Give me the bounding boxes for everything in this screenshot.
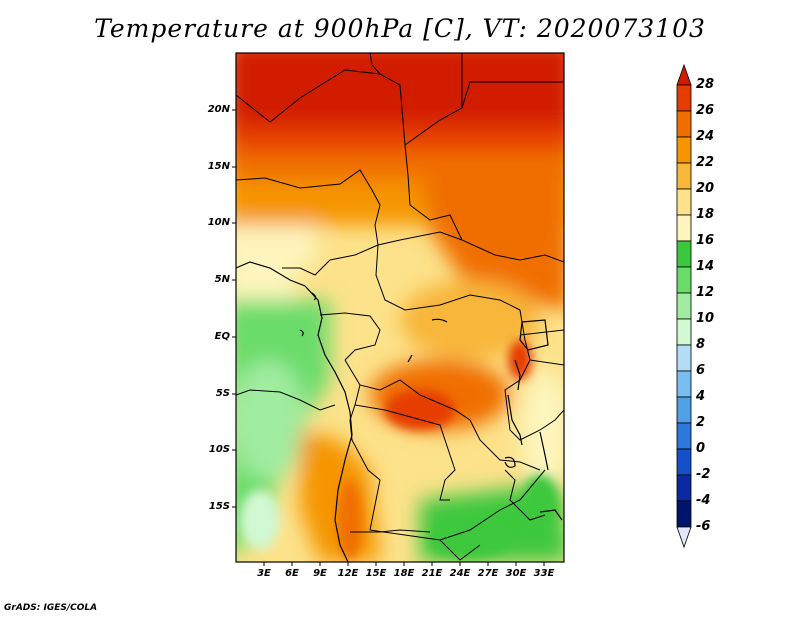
lat-label: EQ	[214, 331, 230, 342]
colorbar-swatch	[676, 318, 692, 346]
colorbar-swatch	[676, 162, 692, 190]
grads-credit: GrADS: IGES/COLA	[4, 603, 98, 613]
lat-label: 10N	[207, 217, 230, 228]
colorbar-under-triangle	[676, 526, 692, 549]
colorbar-swatch	[676, 344, 692, 372]
colorbar-swatch	[676, 266, 692, 294]
colorbar-label: -6	[696, 519, 711, 534]
lat-label: 5S	[215, 388, 230, 399]
colorbar-label: -4	[696, 493, 711, 508]
colorbar-swatch	[676, 292, 692, 320]
colorbar-label: 16	[696, 233, 715, 248]
map-frame	[235, 52, 565, 563]
colorbar-swatch	[676, 500, 692, 528]
lon-label: 21E	[421, 568, 443, 579]
lon-label: 15E	[365, 568, 387, 579]
colorbar-label: 20	[696, 181, 715, 196]
lat-label: 15S	[208, 501, 230, 512]
colorbar-swatch	[676, 370, 692, 398]
colorbar	[676, 63, 692, 549]
country-borders	[236, 53, 564, 561]
colorbar-swatch	[676, 240, 692, 268]
lat-label: 15N	[207, 161, 230, 172]
colorbar-label: 26	[696, 103, 715, 118]
colorbar-label: 4	[696, 389, 706, 404]
colorbar-swatch	[676, 136, 692, 164]
colorbar-swatch	[676, 84, 692, 112]
lat-label: 5N	[214, 274, 230, 285]
colorbar-label: 8	[696, 337, 706, 352]
colorbar-swatch	[676, 110, 692, 138]
map-title: Temperature at 900hPa [C], VT: 202007310…	[94, 14, 706, 43]
lat-label: 20N	[207, 104, 230, 115]
colorbar-label: -2	[696, 467, 711, 482]
lon-label: 30E	[505, 568, 527, 579]
colorbar-swatch	[676, 396, 692, 424]
temperature-field	[236, 53, 564, 562]
coastline	[236, 261, 353, 562]
colorbar-label: 18	[696, 207, 715, 222]
colorbar-label: 0	[696, 441, 706, 456]
colorbar-swatch	[676, 474, 692, 502]
lakes	[407, 318, 563, 521]
colorbar-label: 6	[696, 363, 706, 378]
colorbar-label: 10	[696, 311, 715, 326]
lon-label: 33E	[533, 568, 555, 579]
lon-label: 12E	[337, 568, 359, 579]
axis-ticks	[232, 109, 545, 566]
colorbar-over-triangle	[676, 63, 692, 86]
colorbar-label: 28	[696, 77, 715, 92]
colorbar-label: 2	[696, 415, 706, 430]
colorbar-swatch	[676, 188, 692, 216]
lon-label: 18E	[393, 568, 415, 579]
colorbar-swatch	[676, 448, 692, 476]
lon-label: 27E	[477, 568, 499, 579]
lon-label: 3E	[257, 568, 271, 579]
lon-label: 24E	[449, 568, 471, 579]
lon-label: 9E	[313, 568, 327, 579]
colorbar-label: 12	[696, 285, 715, 300]
lon-label: 6E	[285, 568, 299, 579]
colorbar-swatch	[676, 214, 692, 242]
colorbar-swatch	[676, 422, 692, 450]
colorbar-label: 24	[696, 129, 715, 144]
lat-label: 10S	[208, 444, 230, 455]
colorbar-label: 14	[696, 259, 715, 274]
colorbar-label: 22	[696, 155, 715, 170]
